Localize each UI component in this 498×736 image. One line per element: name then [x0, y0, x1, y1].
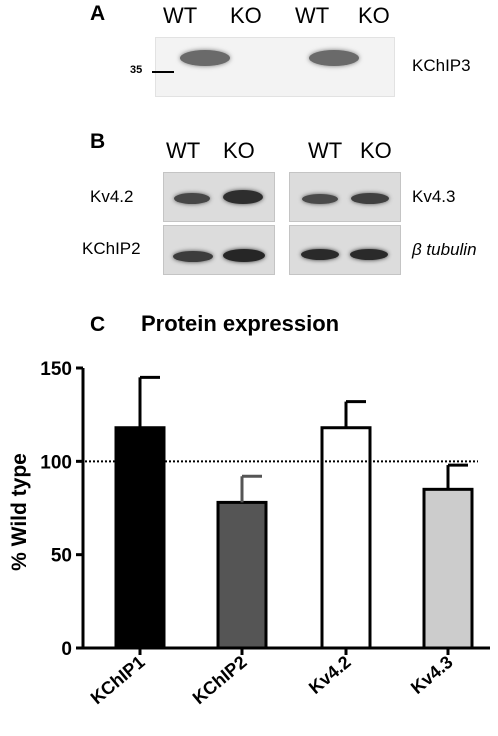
y-tick-label-150: 150	[40, 359, 72, 380]
panel-a-letter: A	[90, 2, 106, 25]
bar-KChIP1	[114, 426, 166, 650]
panel-a-lane-3: WT	[295, 3, 330, 28]
panel-b-letter: B	[90, 130, 106, 153]
panel-b-right-lane-2: KO	[360, 138, 392, 163]
panel-b-left-lane-1: WT	[166, 138, 201, 163]
panel-a-lane-2: KO	[230, 3, 262, 28]
kv43-label: Kv4.3	[412, 187, 456, 206]
panel-b-left-lane-2: KO	[223, 138, 255, 163]
bar-Kv4.3	[422, 487, 474, 650]
kchip3-blot	[155, 37, 395, 97]
kv42-blot	[163, 172, 275, 222]
kchip3-band-wt-2	[309, 50, 359, 66]
kv42-label: Kv4.2	[90, 187, 134, 206]
kchip2-blot	[163, 225, 275, 275]
kv42-band-wt	[174, 193, 210, 204]
x-tick-label-Kv4.3: Kv4.3	[407, 652, 457, 698]
kv43-blot	[289, 172, 401, 222]
y-tick-label-100: 100	[40, 452, 72, 473]
x-tick-label-Kv4.2: Kv4.2	[305, 652, 355, 698]
panel-a-lane-1: WT	[163, 3, 198, 28]
kchip2-band-ko	[223, 249, 265, 262]
panel-a-lane-4: KO	[358, 3, 390, 28]
beta-tubulin-blot	[289, 225, 401, 275]
chart-title: Protein expression	[141, 311, 340, 336]
tubulin-band-wt	[301, 249, 339, 260]
kv43-band-wt	[302, 194, 338, 204]
size-marker-tick	[152, 71, 174, 73]
panel-c-letter: C	[90, 313, 106, 336]
kv42-band-ko	[223, 190, 263, 204]
y-tick-label-50: 50	[51, 546, 72, 567]
bar-chart: 0 50 100 150 % Wild type KChIP1 KChIP2 Kv4.2 Kv4…	[0, 340, 498, 731]
x-tick-label-KChIP2: KChIP2	[189, 652, 251, 708]
panel-b-right-lane-1: WT	[308, 138, 343, 163]
beta-tubulin-label: β tubulin	[412, 240, 477, 259]
kchip2-band-wt	[173, 251, 213, 262]
y-tick-label-0: 0	[61, 639, 72, 660]
tubulin-band-ko	[350, 249, 388, 260]
x-tick-label-KChIP1: KChIP1	[87, 652, 149, 708]
bar-KChIP2	[216, 500, 268, 650]
kv43-band-ko	[351, 193, 389, 204]
bar-Kv4.2	[320, 426, 372, 650]
kchip3-label: KChIP3	[412, 56, 471, 75]
kchip3-band-wt-1	[180, 50, 230, 66]
kchip2-label: KChIP2	[82, 239, 141, 258]
y-axis-label: % Wild type	[8, 453, 31, 571]
size-marker-35: 35	[130, 64, 143, 76]
